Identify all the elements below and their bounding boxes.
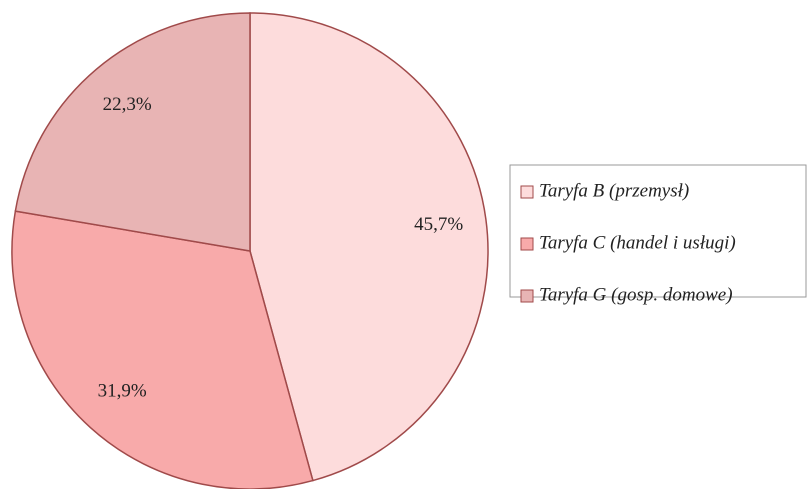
pie-slice [14,12,251,252]
legend-label: Taryfa C (handel i usługi) [539,232,736,253]
legend-swatch [520,185,534,199]
legend-label: Taryfa B (przemysł) [539,180,689,201]
pie-slice [249,12,489,482]
data-label: 31,9% [98,380,147,401]
legend-box [509,164,807,298]
legend-label: Taryfa G (gosp. domowe) [539,284,733,305]
data-label: 45,7% [414,214,463,235]
legend-swatch [520,289,534,303]
data-label: 22,3% [103,94,152,115]
legend-swatch [520,237,534,251]
